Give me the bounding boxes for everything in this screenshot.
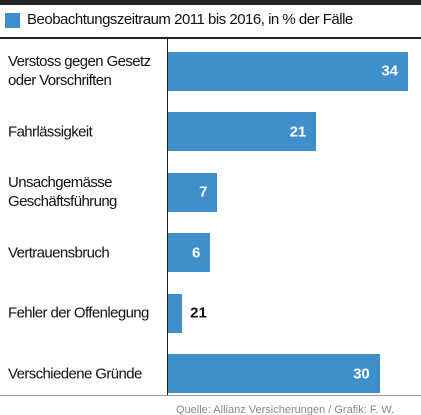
axis-line xyxy=(167,39,168,395)
bar xyxy=(168,233,211,273)
bar xyxy=(168,112,317,152)
category-label: Vertrauensbruch xyxy=(8,244,110,262)
bar xyxy=(168,172,218,212)
category-label: Verschiedene Gründe xyxy=(8,365,142,383)
top-rule xyxy=(0,0,421,5)
legend-text: Beobachtungszeitraum 2011 bis 2016, in %… xyxy=(27,11,353,28)
value-label: 21 xyxy=(289,123,307,141)
value-label: 6 xyxy=(192,244,201,262)
category-label: Verstoss gegen Gesetz oder Vorschriften xyxy=(8,53,151,90)
value-label: 21 xyxy=(190,304,207,322)
header-rule xyxy=(0,37,421,39)
bar xyxy=(168,293,183,333)
value-label: 7 xyxy=(199,183,208,201)
value-label: 30 xyxy=(353,365,370,383)
bottom-rule xyxy=(0,395,421,396)
source: Quelle: Allianz Versicherungen / Grafik:… xyxy=(176,404,395,415)
category-label: Unsachgemässe Geschäftsführung xyxy=(8,174,117,211)
legend-swatch xyxy=(5,13,20,28)
category-label: Fehler der Offenlegung xyxy=(8,304,149,322)
bar xyxy=(168,51,408,91)
bar xyxy=(168,354,380,394)
value-label: 34 xyxy=(381,62,398,80)
category-label: Fahrlässigkeit xyxy=(8,123,93,141)
